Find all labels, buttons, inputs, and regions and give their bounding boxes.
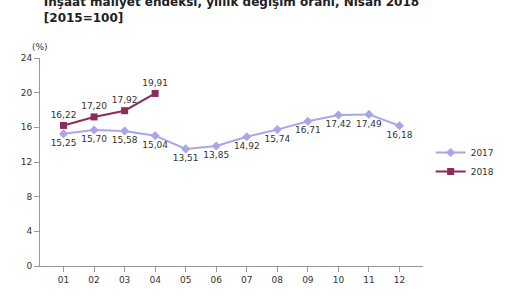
svg-text:06: 06 [211, 275, 223, 285]
svg-text:17,49: 17,49 [356, 119, 382, 129]
svg-text:03: 03 [119, 275, 130, 285]
svg-text:15,25: 15,25 [51, 138, 77, 148]
svg-text:15,04: 15,04 [142, 140, 168, 150]
svg-text:4: 4 [26, 226, 32, 236]
svg-text:2017: 2017 [471, 148, 494, 158]
svg-text:İnşaat maliyet endeksi, yıllık: İnşaat maliyet endeksi, yıllık değişim o… [44, 0, 419, 25]
svg-text:16,18: 16,18 [387, 130, 413, 140]
svg-text:04: 04 [149, 275, 161, 285]
svg-text:14,92: 14,92 [234, 141, 260, 151]
svg-text:12: 12 [394, 275, 405, 285]
svg-text:15,58: 15,58 [112, 135, 138, 145]
svg-text:12: 12 [21, 157, 32, 167]
svg-text:17,20: 17,20 [81, 101, 107, 111]
svg-text:10: 10 [333, 275, 345, 285]
svg-text:16,22: 16,22 [51, 110, 77, 120]
svg-text:13,51: 13,51 [173, 153, 199, 163]
svg-text:02: 02 [88, 275, 99, 285]
svg-text:01: 01 [58, 275, 69, 285]
svg-text:8: 8 [26, 192, 32, 202]
svg-text:17,42: 17,42 [326, 119, 352, 129]
svg-text:16: 16 [21, 122, 33, 132]
svg-text:05: 05 [180, 275, 191, 285]
svg-text:09: 09 [302, 275, 314, 285]
svg-text:20: 20 [21, 88, 33, 98]
svg-text:13,85: 13,85 [203, 150, 229, 160]
svg-text:0: 0 [26, 261, 32, 271]
svg-text:08: 08 [272, 275, 284, 285]
svg-text:17,92: 17,92 [112, 95, 138, 105]
svg-text:15,74: 15,74 [264, 134, 290, 144]
svg-text:07: 07 [241, 275, 252, 285]
svg-text:(%): (%) [32, 42, 48, 52]
svg-text:19,91: 19,91 [142, 78, 168, 88]
svg-text:15,70: 15,70 [81, 134, 107, 144]
svg-text:11: 11 [363, 275, 374, 285]
svg-text:2018: 2018 [471, 167, 494, 177]
svg-text:16,71: 16,71 [295, 125, 321, 135]
svg-text:24: 24 [21, 53, 33, 63]
